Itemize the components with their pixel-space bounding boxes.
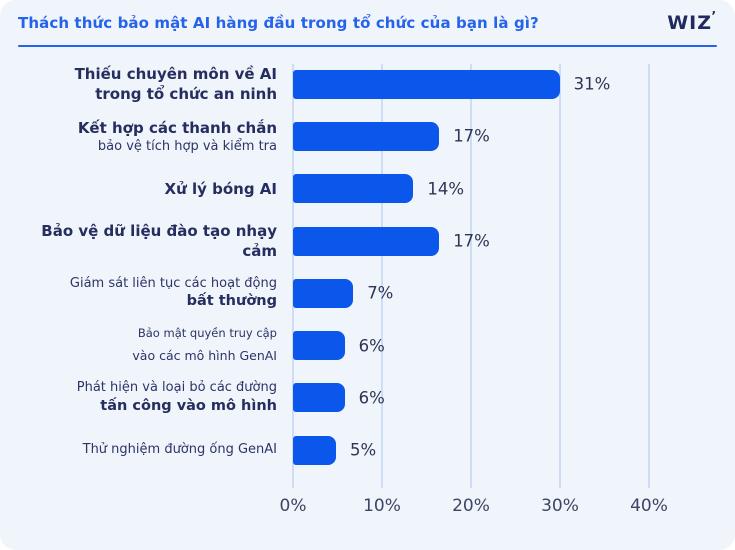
x-tick-label: 40%: [630, 496, 668, 516]
bar: [293, 69, 560, 99]
category-label: Thử nghiệm đường ống GenAI: [0, 441, 293, 459]
bar: [293, 331, 345, 361]
x-tick-label: 0%: [279, 496, 307, 516]
category-label: Bảo mật quyền truy cập vào các mô hình Ge…: [0, 326, 293, 364]
bar-track: 17%: [293, 121, 735, 151]
chart-row: Giám sát liên tục các hoạt động bất thườn…: [0, 267, 735, 319]
x-tick-label: 20%: [452, 496, 490, 516]
x-tick-label: 10%: [363, 496, 401, 516]
bar-track: 6%: [293, 331, 735, 361]
value-label: 31%: [573, 74, 611, 94]
bar-track: 5%: [293, 435, 735, 465]
value-label: 14%: [427, 179, 465, 199]
gridline: [648, 64, 650, 488]
chart-row: Kết hợp các thanh chắn bảo vệ tích hợp và…: [0, 110, 735, 162]
category-label-line: vào các mô hình GenAI: [132, 347, 277, 363]
category-label: Phát hiện và loại bỏ các đường tấn công v…: [0, 379, 293, 416]
category-label-line: trong tổ chức an ninh: [95, 85, 277, 104]
value-label: 6%: [358, 336, 385, 356]
chart-row: Bảo mật quyền truy cập vào các mô hình Ge…: [0, 319, 735, 371]
chart-row: Thử nghiệm đường ống GenAI 5%: [0, 424, 735, 476]
bar-track: 14%: [293, 174, 735, 204]
x-axis: 0% 10% 20% 30% 40%: [280, 496, 668, 520]
header-divider: [18, 45, 717, 47]
chart-row: Phát hiện và loại bỏ các đường tấn công v…: [0, 372, 735, 424]
x-tick-label: 30%: [541, 496, 579, 516]
category-label-line: Thiếu chuyên môn về AI: [74, 64, 277, 83]
value-label: 17%: [453, 231, 490, 251]
bar: [293, 174, 414, 204]
gridline: [470, 64, 472, 488]
gridlines-layer: [292, 64, 653, 488]
category-label-line: Kết hợp các thanh chắn: [77, 118, 277, 137]
bar-track: 17%: [293, 226, 735, 256]
bar-track: 7%: [293, 278, 735, 308]
chart-rows: Thiếu chuyên môn về AI trong tổ chức an n…: [0, 58, 735, 476]
chart-row: Bảo vệ dữ liệu đào tạo nhạy cảm 17%: [0, 215, 735, 267]
header: Thách thức bảo mật AI hàng đầu trong tổ …: [18, 10, 717, 34]
category-label-line: Xử lý bóng AI: [164, 179, 277, 198]
bar-track: 31%: [293, 69, 735, 99]
wiz-logo: WIZ ’: [667, 10, 717, 34]
bar: [293, 383, 345, 413]
category-label: Thiếu chuyên môn về AI trong tổ chức an n…: [0, 64, 293, 105]
bar: [293, 278, 354, 308]
value-label: 5%: [350, 440, 377, 460]
bar-chart: Thiếu chuyên môn về AI trong tổ chức an n…: [0, 56, 735, 550]
bar: [293, 121, 440, 151]
gridline: [559, 64, 561, 488]
category-label-line: Phát hiện và loại bỏ các đường: [76, 380, 277, 396]
category-label: Giám sát liên tục các hoạt động bất thườn…: [0, 275, 293, 312]
category-label-line: tấn công vào mô hình: [100, 397, 277, 414]
category-label: Kết hợp các thanh chắn bảo vệ tích hợp và…: [0, 118, 293, 156]
category-label-line: cảm: [242, 242, 277, 261]
category-label-line: Giám sát liên tục các hoạt động: [69, 275, 277, 291]
chart-row: Xử lý bóng AI 14%: [0, 163, 735, 215]
category-label-line: Thử nghiệm đường ống GenAI: [82, 442, 277, 458]
page-title: Thách thức bảo mật AI hàng đầu trong tổ …: [18, 14, 539, 32]
category-label-line: bất thường: [186, 293, 277, 310]
category-label-line: Bảo mật quyền truy cập: [137, 326, 277, 341]
wiz-logo-text: WIZ: [667, 12, 712, 34]
value-label: 7%: [367, 283, 394, 303]
gridline: [292, 64, 294, 488]
bar: [293, 435, 336, 465]
category-label: Xử lý bóng AI: [0, 179, 293, 199]
category-label-line: bảo vệ tích hợp và kiểm tra: [97, 138, 277, 154]
chart-row: Thiếu chuyên môn về AI trong tổ chức an n…: [0, 58, 735, 110]
value-label: 6%: [358, 388, 385, 408]
bar-track: 6%: [293, 383, 735, 413]
bar: [293, 226, 440, 256]
category-label-line: Bảo vệ dữ liệu đào tạo nhạy: [41, 221, 277, 240]
gridline: [381, 64, 383, 488]
category-label: Bảo vệ dữ liệu đào tạo nhạy cảm: [0, 221, 293, 262]
wiz-logo-mark: ’: [711, 9, 717, 23]
value-label: 17%: [453, 126, 490, 146]
